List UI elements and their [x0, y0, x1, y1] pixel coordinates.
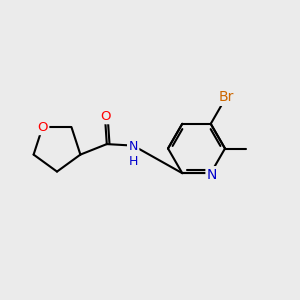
Text: N: N	[207, 168, 217, 182]
Text: N
H: N H	[128, 140, 138, 168]
Text: O: O	[100, 110, 110, 123]
Text: O: O	[37, 121, 48, 134]
Text: Br: Br	[218, 90, 234, 104]
